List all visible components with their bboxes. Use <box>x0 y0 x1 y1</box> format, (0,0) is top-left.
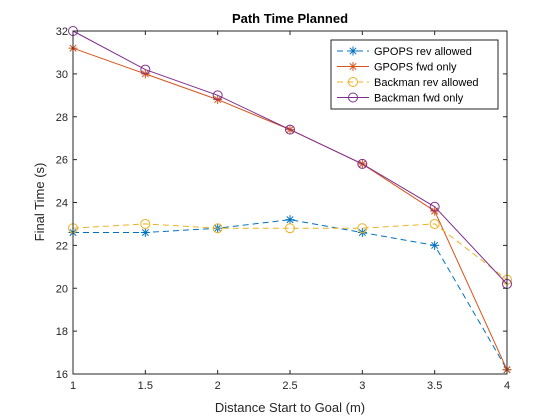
legend-label-1: GPOPS rev allowed <box>374 46 472 58</box>
y-tick-label-8: 30 <box>56 69 68 81</box>
legend-marker-1 <box>348 46 358 56</box>
y-tick-label-3: 20 <box>56 283 68 295</box>
data-point-s3-6 <box>429 218 440 229</box>
legend-marker-3 <box>348 77 358 87</box>
x-tick-label-3: 2 <box>215 380 221 392</box>
x-tick-label-2: 1.5 <box>138 380 153 392</box>
x-axis-title: Distance Start to Goal (m) <box>215 400 365 415</box>
legend-item-1: GPOPS rev allowed <box>337 46 472 58</box>
y-axis-title: Final Time (s) <box>32 163 47 242</box>
x-tick-label-6: 3.5 <box>427 380 442 392</box>
data-point-s4-2 <box>140 64 151 75</box>
legend-item-3: Backman rev allowed <box>337 77 479 89</box>
data-point-s4-4 <box>285 124 295 135</box>
chart-title: Path Time Planned <box>232 11 348 26</box>
series-line-4 <box>72 30 508 285</box>
y-tick-label-7: 28 <box>56 112 68 124</box>
data-point-s4-3 <box>212 90 223 101</box>
x-tick-label-1: 1 <box>70 380 76 392</box>
x-tick-label-7: 4 <box>504 380 510 392</box>
legend-marker-4 <box>348 92 358 103</box>
data-point-s3-3 <box>212 223 223 234</box>
x-tick-label-4: 2.5 <box>282 380 297 392</box>
legend-label-2: GPOPS fwd only <box>374 62 457 74</box>
data-point-s4-6 <box>429 201 440 212</box>
data-point-s3-5 <box>357 223 368 234</box>
data-point-s1-2 <box>140 228 150 238</box>
y-tick-label-9: 32 <box>56 26 68 38</box>
data-point-s1-6 <box>430 240 440 250</box>
data-point-s3-2 <box>140 218 151 229</box>
y-tick-label-2: 18 <box>56 326 68 338</box>
legend-label-3: Backman rev allowed <box>374 77 479 89</box>
legend-item-4: Backman fwd only <box>337 92 464 105</box>
data-point-s3-4 <box>285 223 295 234</box>
data-point-s4-5 <box>357 158 368 169</box>
y-tick-label-4: 22 <box>56 240 68 252</box>
y-tick-label-5: 24 <box>56 198 68 210</box>
y-tick-label-1: 16 <box>56 369 68 381</box>
legend-item-2: GPOPS fwd only <box>337 62 457 74</box>
series-layer <box>68 26 512 375</box>
data-point-s1-4 <box>285 215 295 225</box>
legend-label-4: Backman fwd only <box>374 93 464 105</box>
series-line-3 <box>72 223 508 281</box>
series-4 <box>68 26 512 289</box>
legend: GPOPS rev allowed GPOPS fwd only Backman r… <box>330 39 499 110</box>
axes-layer: 1 1.5 2 2.5 3 3.5 4 16 18 20 22 24 26 28 30 32 <box>56 26 510 392</box>
y-tick-label-6: 26 <box>56 155 68 167</box>
x-tick-label-5: 3 <box>359 380 365 392</box>
legend-marker-2 <box>348 62 358 71</box>
